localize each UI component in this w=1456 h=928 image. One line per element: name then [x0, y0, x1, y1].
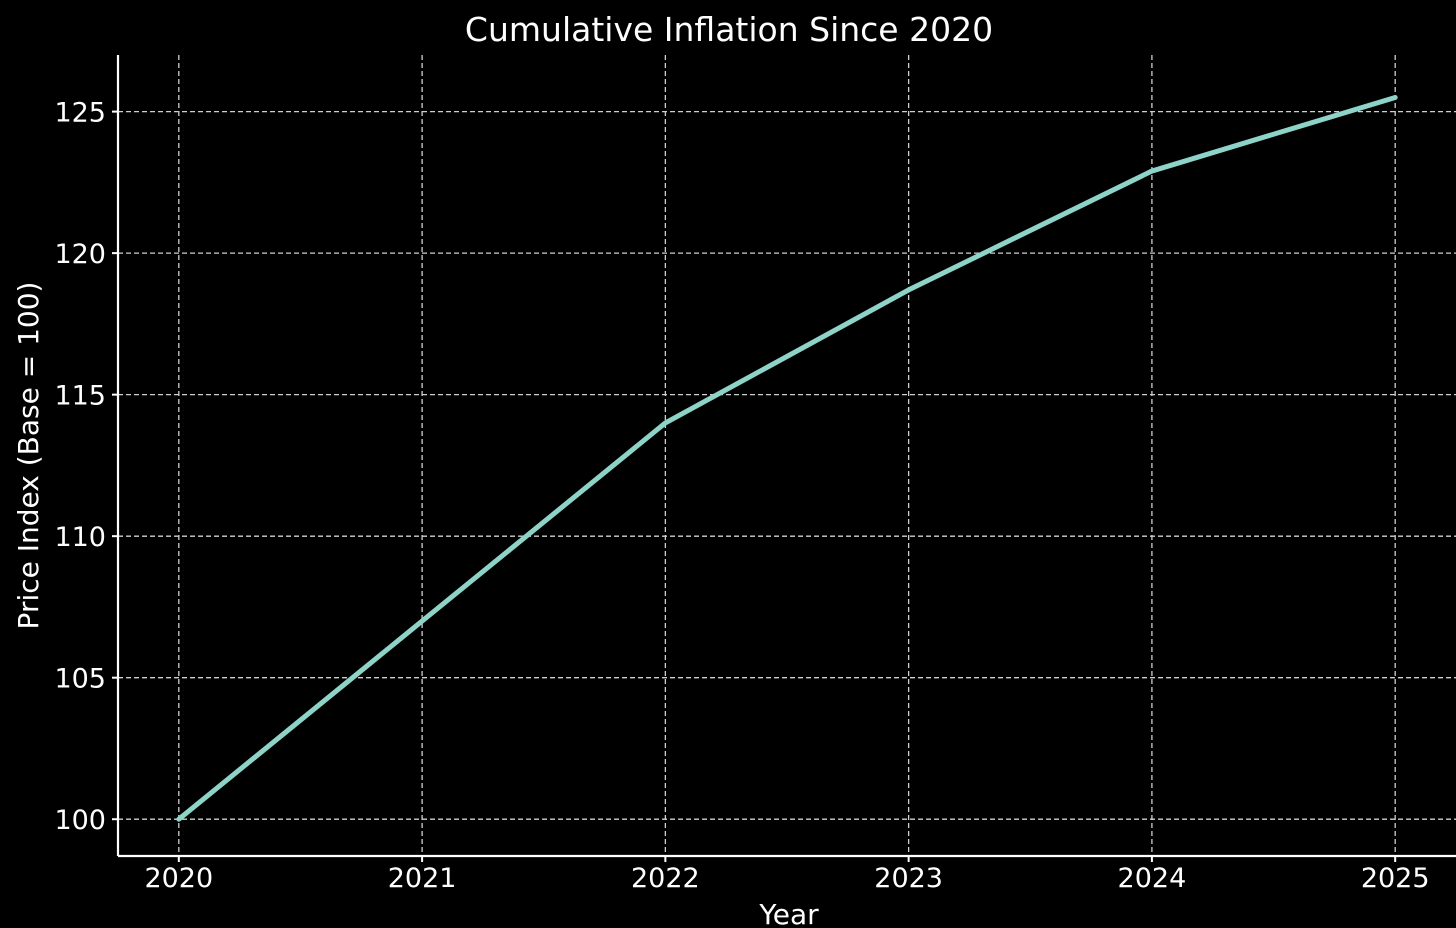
y-axis-label: Price Index (Base = 100): [12, 282, 45, 630]
axes: [116, 55, 1456, 858]
series: [176, 94, 1398, 822]
x-tick-label: 2023: [874, 863, 943, 894]
x-axis-label: Year: [758, 898, 819, 928]
y-tick-label: 100: [54, 805, 106, 836]
x-tick-label: 2024: [1118, 863, 1187, 894]
x-tick-label: 2025: [1361, 863, 1430, 894]
x-tick-label: 2020: [144, 863, 213, 894]
y-tick-label: 120: [54, 239, 106, 270]
x-tick-label: 2022: [631, 863, 700, 894]
grid: [118, 55, 1456, 856]
ticks: 2020 2021 2022 2023 2024 2025 100 105 110 115 120 1…: [54, 98, 1429, 894]
chart-title: Cumulative Inflation Since 2020: [465, 10, 993, 49]
y-tick-label: 125: [54, 98, 106, 129]
x-tick-label: 2021: [388, 863, 457, 894]
y-tick-label: 105: [54, 664, 106, 695]
series-line: [176, 94, 1398, 822]
y-tick-label: 115: [54, 381, 106, 412]
y-tick-label: 110: [54, 522, 106, 553]
